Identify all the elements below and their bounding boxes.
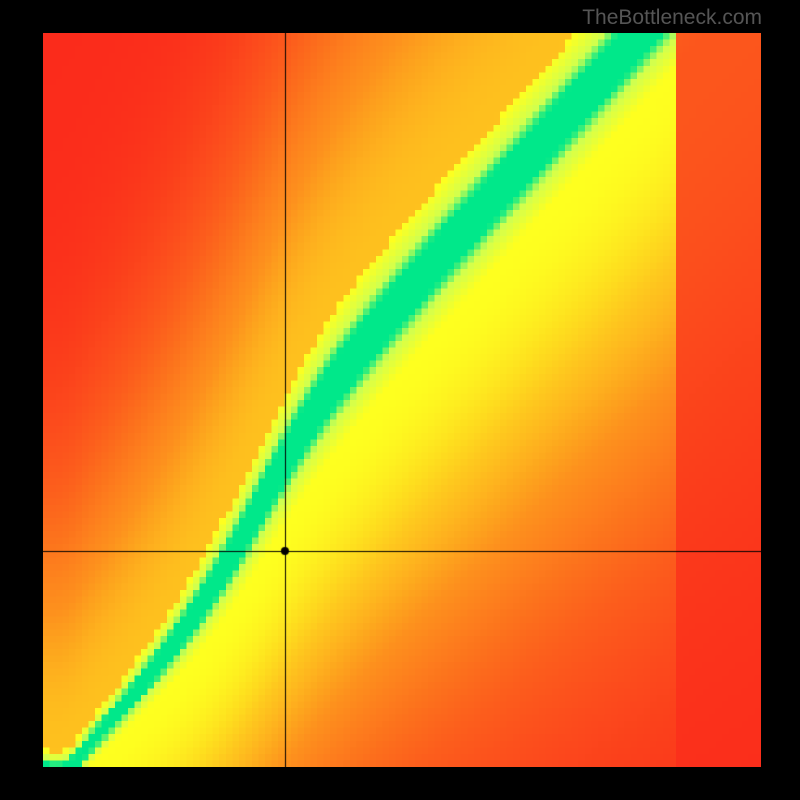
watermark-text: TheBottleneck.com	[582, 6, 762, 30]
bottleneck-heatmap	[43, 33, 761, 767]
chart-container: TheBottleneck.com	[0, 0, 800, 800]
